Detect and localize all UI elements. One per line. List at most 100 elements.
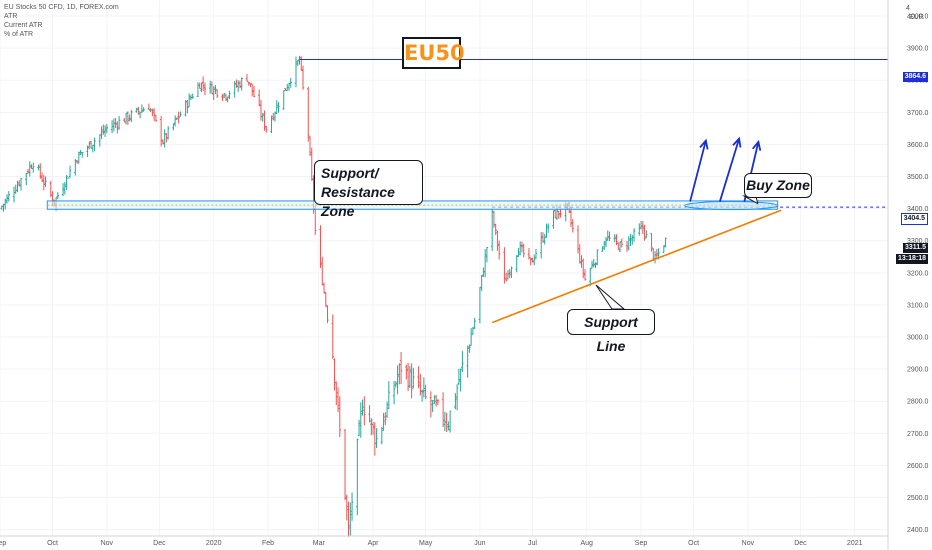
candle (371, 421, 375, 435)
indicator-atr[interactable]: ATR (4, 13, 18, 20)
candle (431, 400, 434, 413)
y-tick-label: 3200.0 (907, 270, 929, 277)
candle (508, 268, 511, 279)
y-tick-label: 3700.0 (907, 110, 929, 117)
candle (392, 380, 396, 405)
candle (63, 181, 67, 195)
candle (224, 94, 228, 102)
support-trendline[interactable] (491, 209, 782, 324)
candle (382, 412, 385, 432)
candle (77, 151, 81, 164)
candle (399, 352, 403, 384)
candle (433, 395, 436, 405)
candle (417, 366, 420, 389)
y-tick-label: 2800.0 (907, 399, 929, 406)
candle (322, 282, 326, 294)
sr-zone-line-2: Resistance Zone (321, 184, 395, 219)
x-tick-label: 2020 (206, 540, 222, 547)
symbol-line[interactable]: EU Stocks 50 CFD, 1D, FOREX.com (4, 4, 119, 11)
candle (272, 112, 275, 121)
candle (124, 112, 128, 125)
candle (173, 115, 177, 127)
candle (473, 318, 476, 329)
candle (448, 410, 452, 433)
x-tick-label: Nov (742, 540, 755, 547)
indicator-percent-atr[interactable]: % of ATR (4, 31, 34, 38)
candle (557, 210, 560, 219)
candle (618, 241, 622, 253)
buy-zone-label: Buy Zone (746, 177, 810, 193)
candle (653, 251, 657, 264)
candle (515, 255, 518, 273)
candle (252, 86, 256, 97)
candle (270, 115, 273, 134)
candle (140, 104, 144, 113)
indicator-current-atr[interactable]: Current ATR (4, 22, 43, 29)
candle (154, 115, 158, 122)
x-tick-label: Jul (528, 540, 537, 547)
candle (333, 358, 336, 391)
candle (410, 363, 413, 399)
candle (363, 396, 366, 426)
candle (441, 392, 445, 427)
chart-header: EU Stocks 50 CFD, 1D, FOREX.com ATR Curr… (4, 3, 119, 39)
candle (627, 236, 630, 251)
y-tick-label: 3100.0 (907, 302, 929, 309)
x-tick-label: Apr (368, 540, 380, 547)
candle (221, 93, 224, 102)
candle (645, 230, 648, 239)
x-tick-label: May (419, 540, 433, 547)
candle (112, 118, 116, 132)
candle (394, 381, 398, 388)
candle (28, 161, 31, 177)
candle (152, 108, 156, 122)
candle (287, 83, 291, 91)
candle (324, 291, 327, 307)
candle (503, 247, 506, 284)
candle (359, 402, 363, 438)
candle (529, 257, 532, 266)
axis-top-tick: 4 (906, 5, 910, 12)
candle (4, 198, 7, 210)
candle (424, 384, 427, 400)
candle (590, 260, 594, 269)
support-line-label: Support Line (584, 314, 638, 354)
candle (361, 399, 364, 416)
candle (434, 394, 438, 407)
candle (420, 389, 424, 402)
candle (258, 89, 261, 107)
current-price-tag: 3311.5 (902, 243, 928, 253)
candle (380, 426, 384, 445)
candle (655, 248, 659, 259)
candle (631, 234, 634, 245)
buy-zone-ellipse[interactable] (684, 201, 779, 211)
y-tick-label: 3600.0 (907, 142, 929, 149)
x-tick-labels: Sep Oct Nov Dec 2020 Feb Mar Apr May Jun Jul Aug Sep… (0, 540, 863, 547)
candle (86, 145, 89, 158)
candle (14, 184, 17, 194)
up-arrow[interactable] (718, 136, 742, 202)
candle (606, 230, 609, 241)
axis-currency-label: EUR (909, 14, 924, 21)
candle (263, 110, 266, 131)
candle (5, 194, 9, 204)
candle (375, 428, 378, 449)
candle (147, 103, 151, 111)
candle (629, 233, 632, 246)
up-arrow[interactable] (689, 138, 709, 202)
candle (300, 56, 303, 71)
candle (554, 209, 557, 219)
candle (265, 126, 268, 133)
candle (408, 366, 412, 388)
candle (412, 367, 415, 389)
candle (569, 207, 573, 228)
candle (68, 165, 72, 178)
candle (613, 233, 616, 243)
candle (454, 393, 457, 410)
candle (326, 305, 329, 324)
candle (222, 93, 226, 99)
candle (161, 139, 165, 145)
candle (93, 137, 96, 152)
